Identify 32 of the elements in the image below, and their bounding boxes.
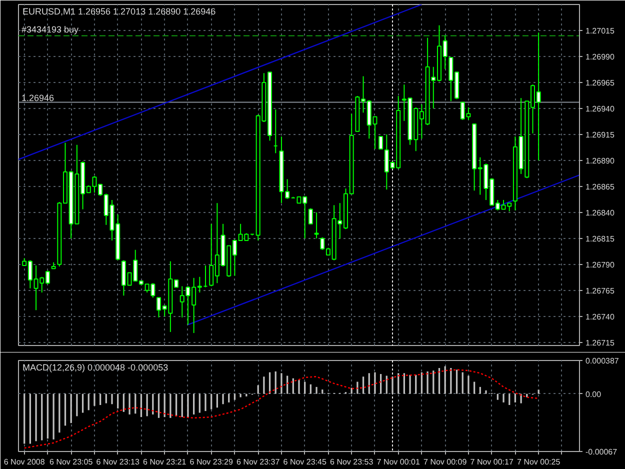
y-tick-label: 1.26840 (586, 208, 615, 218)
x-tick-label: 7 Nov 00:25 (517, 458, 561, 466)
x-tick-label: 6 Nov 23:29 (190, 458, 234, 466)
x-tick-label: 6 Nov 23:45 (283, 458, 327, 466)
x-tick-label: 7 Nov 00:17 (470, 458, 514, 466)
y-tick-label: 1.26915 (586, 130, 615, 140)
y-tick-label: 0.000387 (586, 356, 620, 366)
x-tick-label: 6 Nov 23:05 (50, 458, 94, 466)
ref-line-label: #3434193 buy (22, 24, 80, 35)
y-tick-label: 1.26890 (586, 156, 615, 166)
ref-line-label: 1.26946 (22, 93, 54, 104)
chart-title: EURUSD,M1 1.26956 1.27013 1.26890 1.26946 (22, 6, 216, 16)
x-tick-label: 6 Nov 23:21 (143, 458, 187, 466)
chart-title: MACD(12,26,9) 0.000048 -0.000053 (22, 362, 168, 372)
x-tick-label: 6 Nov 23:53 (330, 458, 374, 466)
y-tick-label: 0.00 (586, 390, 602, 399)
x-tick-label: 6 Nov 23:37 (236, 458, 280, 466)
x-tick-label: 7 Nov 00:09 (424, 458, 468, 466)
x-tick-label: 6 Nov 23:13 (96, 458, 140, 466)
y-tick-label: 1.26715 (586, 338, 615, 348)
y-tick-label: 1.27015 (586, 26, 615, 36)
y-tick-label: 1.26940 (586, 104, 615, 114)
y-tick-label: 1.26765 (586, 286, 615, 296)
y-tick-label: 1.26740 (586, 312, 615, 322)
y-tick-label: 1.26790 (586, 260, 615, 270)
y-tick-label: 1.26965 (586, 78, 615, 88)
x-tick-label: 7 Nov 00:01 (376, 458, 420, 466)
y-tick-label: -0.00067 (586, 448, 618, 456)
y-tick-label: 1.26990 (586, 52, 615, 62)
x-tick-label: 6 Nov 2008 (4, 458, 46, 466)
y-tick-label: 1.26815 (586, 234, 615, 244)
y-tick-label: 1.26865 (586, 182, 615, 192)
